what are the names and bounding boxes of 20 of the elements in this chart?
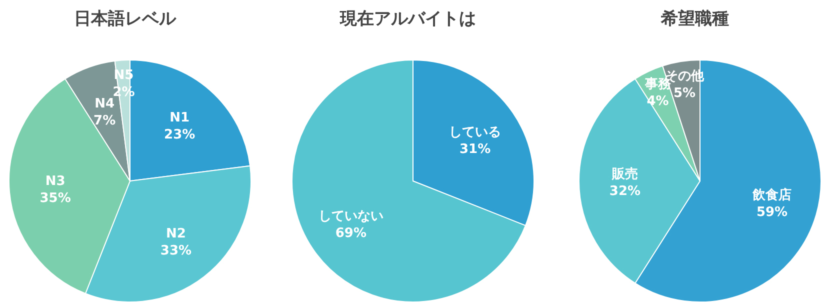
data-label: 59% bbox=[756, 204, 788, 220]
data-label: 33% bbox=[160, 243, 192, 258]
slice-label: N1 bbox=[170, 110, 190, 126]
data-label: 69% bbox=[335, 226, 367, 242]
slice-label: N3 bbox=[45, 174, 66, 190]
chart-title: 希望職種 bbox=[660, 9, 729, 29]
data-label: 31% bbox=[459, 142, 491, 157]
data-label: 7% bbox=[94, 113, 116, 128]
data-label: 23% bbox=[164, 128, 196, 143]
slice-label: 飲食店 bbox=[752, 186, 792, 203]
slice-label: していない bbox=[318, 209, 384, 224]
slice-label: している bbox=[449, 124, 502, 140]
data-label: 35% bbox=[40, 191, 71, 206]
chart-title: 日本語レベル bbox=[74, 9, 177, 29]
data-label: 32% bbox=[609, 184, 641, 199]
chart-title: 現在アルバイトは bbox=[339, 9, 476, 29]
slice-label: N4 bbox=[94, 96, 115, 112]
data-label: 5% bbox=[673, 86, 696, 101]
slice-label: N2 bbox=[166, 226, 186, 242]
slice-label: 販売 bbox=[610, 166, 638, 182]
